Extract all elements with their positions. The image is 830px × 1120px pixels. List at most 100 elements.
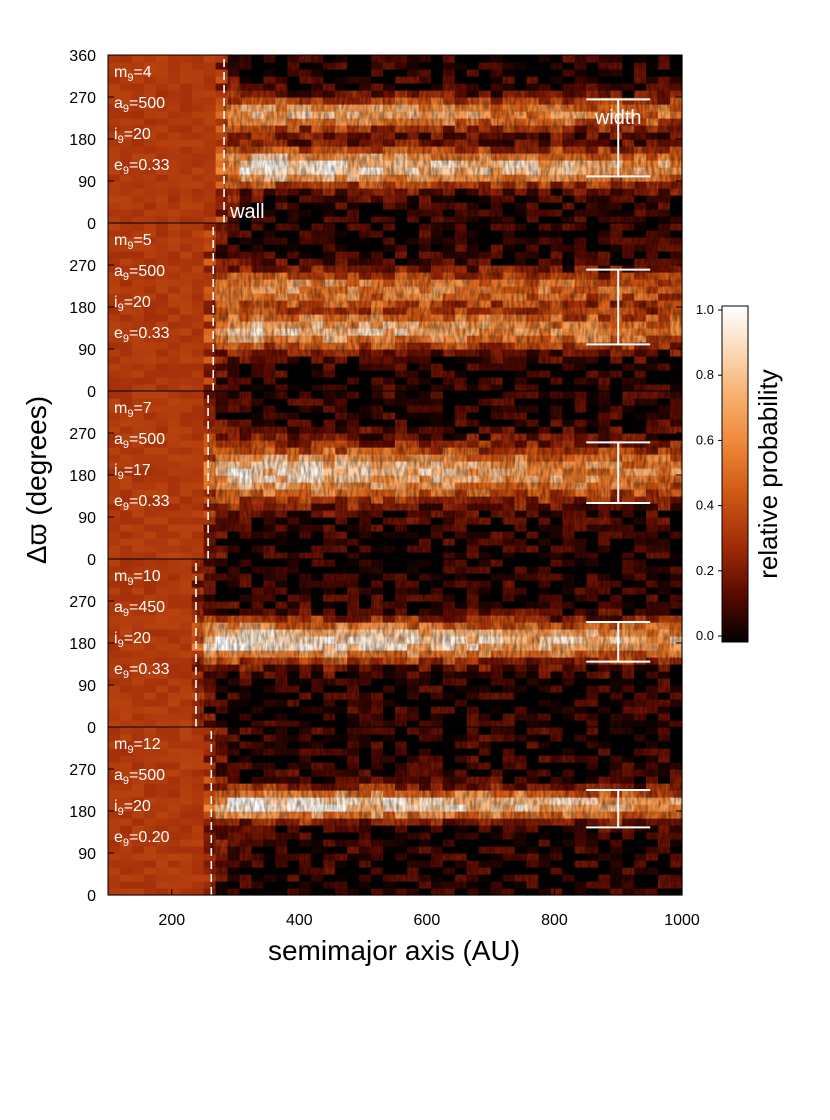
heatmap-cell [203,335,217,343]
heatmap-cell [131,629,145,637]
heatmap-cell [191,370,205,378]
heatmap-cell [143,545,157,553]
heatmap-cell [143,62,157,70]
heatmap-cell [191,727,205,735]
heatmap-cell [131,692,145,700]
heatmap-cell [108,377,121,385]
heatmap-cell [191,552,205,560]
heatmap-cell [108,608,121,616]
heatmap-cell [108,139,121,147]
heatmap-cell [179,650,193,658]
heatmap-cell [108,419,121,427]
heatmap-cell [191,811,205,819]
heatmap-cell [179,188,193,196]
heatmap-cell [108,650,121,658]
heatmap-cell [167,244,181,252]
heatmap-cell [131,202,145,210]
heatmap-cell [143,384,157,392]
heatmap-cell [155,426,169,434]
heatmap-cell [167,496,181,504]
heatmap-cell [131,650,145,658]
heatmap-cell [167,209,181,217]
heatmap-cell [203,825,217,833]
heatmap-cell [167,265,181,273]
heatmap-cell [155,503,169,511]
heatmap-cell [179,713,193,721]
heatmap-cell [167,601,181,609]
heatmap-cell [155,468,169,476]
heatmap-cell [203,839,217,847]
heatmap-cell [179,531,193,539]
heatmap-cell [203,69,217,77]
heatmap-cell [119,811,133,819]
heatmap-cell [167,531,181,539]
heatmap-cell [119,258,133,266]
heatmap-cell [119,377,133,385]
heatmap-cell [119,755,133,763]
heatmap-cell [131,860,145,868]
heatmap-cell [155,265,169,273]
heatmap-cell [203,762,217,770]
param-i9: i9=20 [114,294,151,314]
heatmap-cell [179,300,193,308]
heatmap-cell [215,195,229,203]
heatmap-cell [191,384,205,392]
heatmap-cell [108,342,121,350]
heatmap-cell [143,601,157,609]
heatmap-cell [108,671,121,679]
heatmap-cell [215,209,229,217]
heatmap-cell [179,706,193,714]
heatmap-cell [143,811,157,819]
heatmap-cell [119,566,133,574]
heatmap-cell [131,790,145,798]
heatmap-cell [108,734,121,742]
heatmap-cell [131,615,145,623]
heatmap-cell [167,664,181,672]
heatmap-cell [203,139,217,147]
heatmap-cell [191,461,205,469]
heatmap-cell [203,755,217,763]
heatmap-cell [191,454,205,462]
heatmap-cell [131,881,145,889]
heatmap-cell [143,272,157,280]
heatmap-cell [131,426,145,434]
heatmap-cell [155,825,169,833]
heatmap-cell [191,125,205,133]
heatmap-cell [155,139,169,147]
heatmap-cell [167,825,181,833]
heatmap-cell [179,104,193,112]
heatmap-cell [108,867,121,875]
heatmap-cell [155,363,169,371]
heatmap-cell [108,391,121,399]
heatmap-cell [131,846,145,854]
heatmap-cell [179,391,193,399]
heatmap-cell [119,356,133,364]
heatmap-cell [131,251,145,259]
heatmap-cell [167,706,181,714]
heatmap-texture [196,559,682,727]
heatmap-cell [179,776,193,784]
heatmap-cell [191,216,205,224]
heatmap-cell [108,685,121,693]
heatmap-cell [143,125,157,133]
heatmap-cell [108,566,121,574]
heatmap-cell [167,734,181,742]
heatmap-cell [119,615,133,623]
heatmap-cell [155,685,169,693]
heatmap-cell [108,664,121,672]
heatmap-cell [155,433,169,441]
heatmap-cell [203,251,217,259]
heatmap-cell [155,853,169,861]
heatmap-cell [143,76,157,84]
heatmap-cell [108,636,121,644]
heatmap-cell [155,55,169,63]
heatmap-cell [108,111,121,119]
heatmap-cell [143,580,157,588]
heatmap-cell [155,496,169,504]
heatmap-cell [155,797,169,805]
heatmap-cell [131,349,145,357]
heatmap-cell [167,405,181,413]
heatmap-cell [167,195,181,203]
